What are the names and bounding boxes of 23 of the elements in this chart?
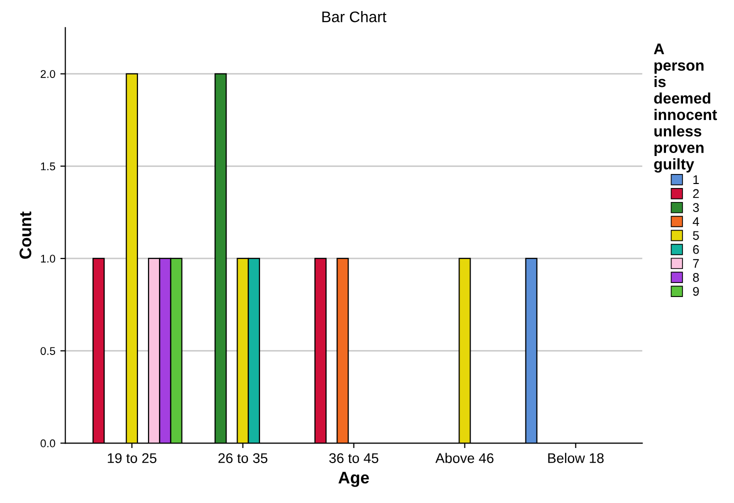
x-tick-label: 26 to 35 [218, 453, 268, 464]
x-axis-title: Age [338, 472, 369, 487]
x-tick-label: Below 18 [548, 452, 604, 464]
legend-label: 7 [693, 259, 699, 268]
y-axis-title: Count [20, 212, 32, 259]
chart-title: Bar Chart [322, 11, 386, 22]
legend-title: A person is deemed innocent unless proven guilty [654, 44, 717, 173]
legend-label: 2 [693, 189, 699, 198]
y-tick-label: 2.0 [40, 70, 56, 78]
legend-label: 3 [692, 203, 699, 212]
y-tick-label: 0.5 [40, 347, 56, 355]
legend-label: 4 [692, 217, 700, 226]
legend-label: 9 [693, 286, 699, 296]
legend-label: 1 [693, 175, 699, 184]
legend-label: 5 [692, 231, 699, 240]
legend-label: 6 [693, 245, 699, 254]
x-tick-label: 19 to 25 [108, 453, 156, 464]
legend-label: 8 [693, 273, 699, 282]
x-tick-label: 36 to 45 [329, 453, 378, 464]
y-tick-label: 1.0 [41, 254, 56, 263]
x-tick-label: Above 46 [435, 452, 494, 464]
y-tick-label: 0.0 [40, 439, 56, 448]
y-tick-label: 1.5 [41, 162, 56, 170]
